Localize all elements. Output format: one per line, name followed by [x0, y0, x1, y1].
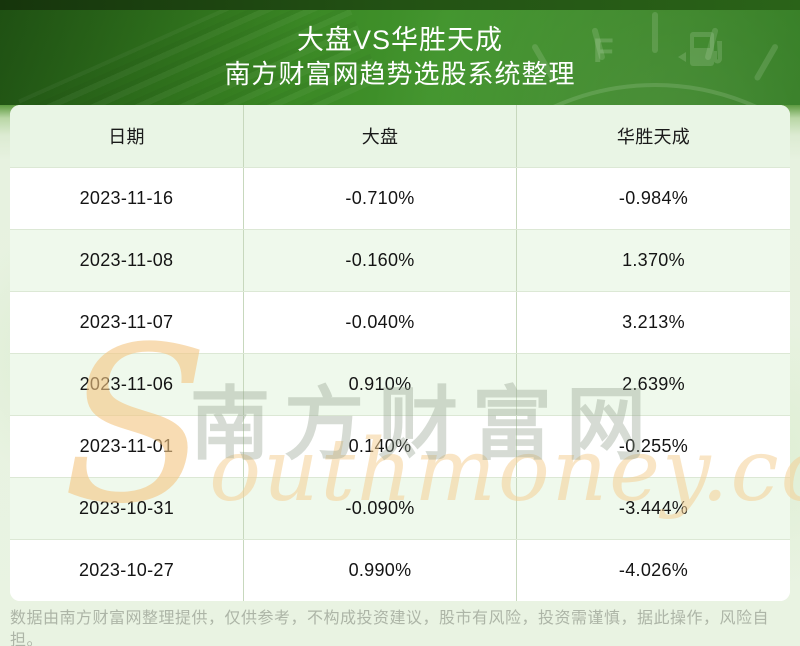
date-cell: 2023-11-08: [79, 250, 174, 270]
column-header-stock: 华胜天成: [516, 105, 790, 167]
stock-cell: 2.639%: [516, 354, 790, 415]
table-row: 2023-11-16 -0.710% -0.984%: [10, 167, 790, 229]
market-cell: -0.160%: [243, 230, 516, 291]
stock-cell: -3.444%: [516, 478, 790, 539]
market-cell: -0.040%: [243, 292, 516, 353]
table-row: 2023-11-07 -0.040% 3.213%: [10, 291, 790, 353]
header-banner: F 大盘VS华胜天成 南方财富网趋势选股系统整理: [0, 0, 800, 105]
stock-cell: -4.026%: [516, 540, 790, 601]
table-row: 2023-10-27 0.990% -4.026%: [10, 539, 790, 601]
market-cell: 0.910%: [243, 354, 516, 415]
date-cell: 2023-10-31: [78, 498, 175, 518]
market-cell: 0.990%: [243, 540, 516, 601]
table-row: 2023-11-08 -0.160% 1.370%: [10, 229, 790, 291]
table-row: 2023-10-31 -0.090% -3.444%: [10, 477, 790, 539]
table-header-row: 日期 大盘 华胜天成: [10, 105, 790, 167]
date-cell: 2023-11-16: [79, 188, 174, 208]
market-cell: -0.710%: [243, 168, 516, 229]
stock-cell: -0.255%: [516, 416, 790, 477]
date-cell: 2023-11-01: [79, 436, 174, 456]
stock-cell: 3.213%: [516, 292, 790, 353]
table-row: 2023-11-06 0.910% 2.639%: [10, 353, 790, 415]
market-cell: -0.090%: [243, 478, 516, 539]
date-cell: 2023-10-27: [78, 560, 175, 580]
date-cell: 2023-11-07: [79, 312, 174, 332]
column-header-date: 日期: [108, 127, 145, 147]
stock-cell: -0.984%: [516, 168, 790, 229]
market-cell: 0.140%: [243, 416, 516, 477]
top-bar: [0, 0, 800, 10]
table-row: 2023-11-01 0.140% -0.255%: [10, 415, 790, 477]
footer-disclaimer: 数据由南方财富网整理提供，仅供参考，不构成投资建议，股市有风险，投资需谨慎，据此…: [10, 610, 770, 646]
page-subtitle: 南方财富网趋势选股系统整理: [224, 59, 576, 89]
column-header-market: 大盘: [243, 105, 516, 167]
comparison-table: 日期 大盘 华胜天成 2023-11-16 -0.710% -0.984% 20…: [10, 105, 790, 601]
stock-cell: 1.370%: [516, 230, 790, 291]
page-title: 大盘VS华胜天成: [296, 25, 504, 55]
date-cell: 2023-11-06: [79, 374, 174, 394]
